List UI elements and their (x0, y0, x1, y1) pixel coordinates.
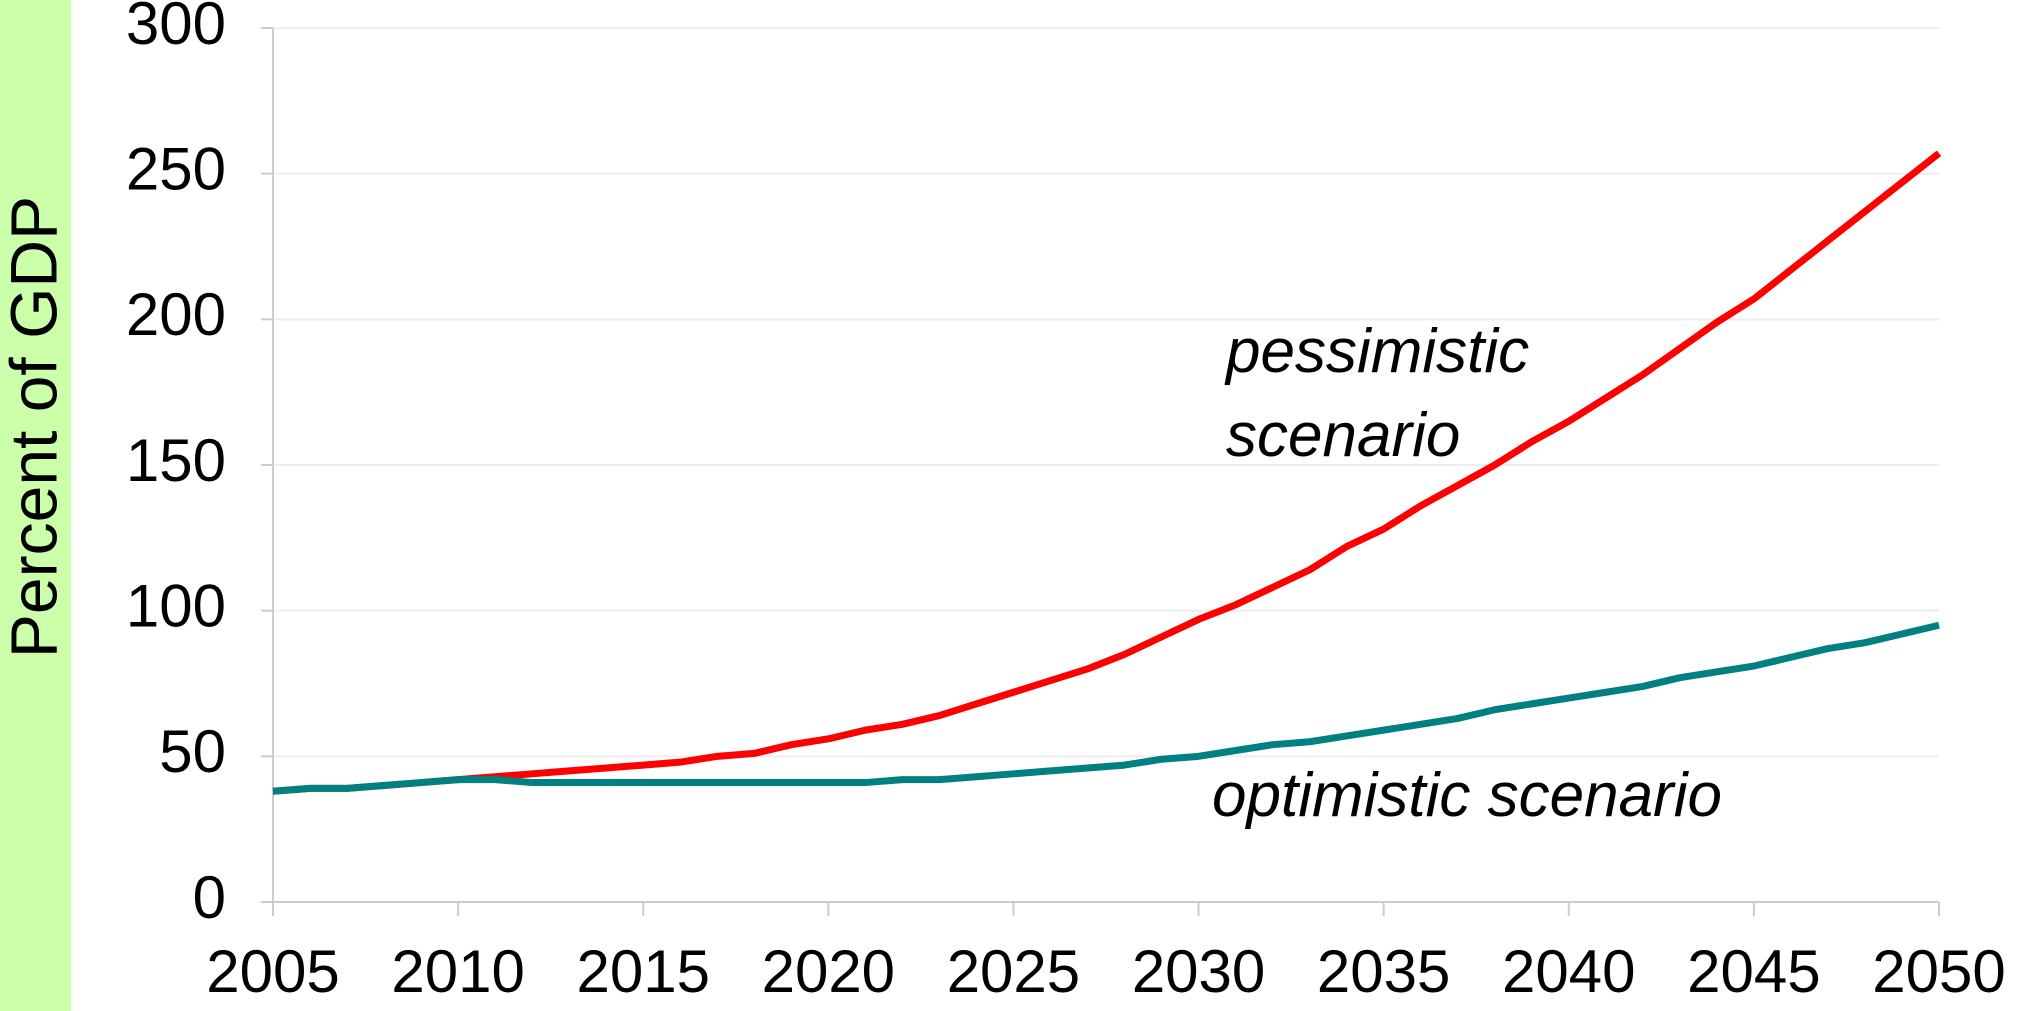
x-tick-label: 2025 (947, 938, 1080, 1005)
data-line (272, 150, 1942, 795)
x-tick-label: 2050 (1872, 938, 2005, 1005)
x-tick-label: 2040 (1502, 938, 1635, 1005)
y-tick-label: 100 (126, 573, 226, 640)
y-tick-label: 200 (126, 281, 226, 348)
annotation: optimistic scenario (1212, 761, 1722, 830)
x-tick-label: 2035 (1317, 938, 1450, 1005)
y-tick-label: 300 (126, 0, 226, 57)
x-tick-label: 2030 (1132, 938, 1265, 1005)
annotation: pessimistic scenario (1226, 317, 1530, 470)
x-tick-label: 2020 (762, 938, 895, 1005)
data-line (272, 621, 1940, 795)
y-tick-label: 150 (126, 427, 226, 494)
x-tick-label: 2015 (576, 938, 709, 1005)
y-axis-label: Percent of GDP (0, 196, 70, 658)
x-tick-label: 2045 (1687, 938, 1820, 1005)
x-tick-label: 2005 (206, 938, 339, 1005)
x-tick-label: 2010 (391, 938, 524, 1005)
y-tick-label: 0 (193, 864, 226, 931)
y-tick-label: 250 (126, 136, 226, 203)
y-tick-label: 50 (159, 718, 226, 785)
side-strip (0, 0, 71, 1011)
